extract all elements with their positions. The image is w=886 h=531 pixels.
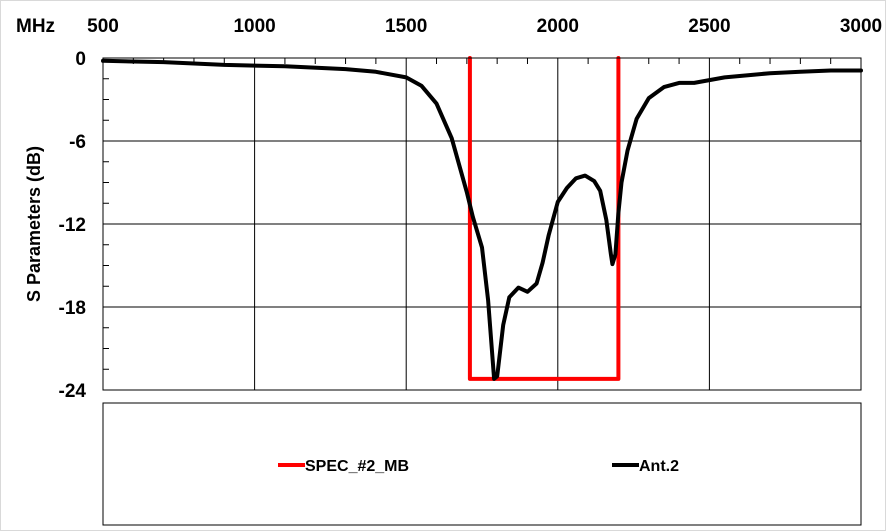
legend-label-0: SPEC_#2_MB [305, 458, 409, 475]
y-tick-label-0: 0 [75, 49, 86, 70]
x-axis-unit: MHz [16, 16, 55, 37]
series-line-1 [101, 58, 863, 381]
x-tick-label-0: 500 [87, 16, 119, 37]
x-tick-label-2: 1500 [385, 16, 427, 37]
legend: SPEC_#2_MB Ant.2 [278, 458, 679, 475]
legend-label-1: Ant.2 [639, 458, 679, 475]
y-tick-labels: 0 -6 -12 -18 -24 [59, 49, 87, 402]
y-tick-label-4: -24 [59, 381, 87, 402]
series-layer [101, 56, 863, 381]
x-tick-label-5: 3000 [840, 16, 882, 37]
legend-box [102, 402, 862, 526]
y-axis-title: S Parameters (dB) [24, 146, 44, 302]
y-tick-label-1: -6 [69, 132, 86, 153]
y-tick-label-3: -18 [59, 298, 86, 319]
plot-border [102, 57, 862, 391]
x-tick-label-1: 1000 [233, 16, 275, 37]
y-tick-label-2: -12 [59, 215, 86, 236]
x-tick-label-4: 2500 [688, 16, 730, 37]
x-tick-labels: 500 1000 1500 2000 2500 3000 [87, 16, 882, 37]
x-tick-label-3: 2000 [537, 16, 579, 37]
